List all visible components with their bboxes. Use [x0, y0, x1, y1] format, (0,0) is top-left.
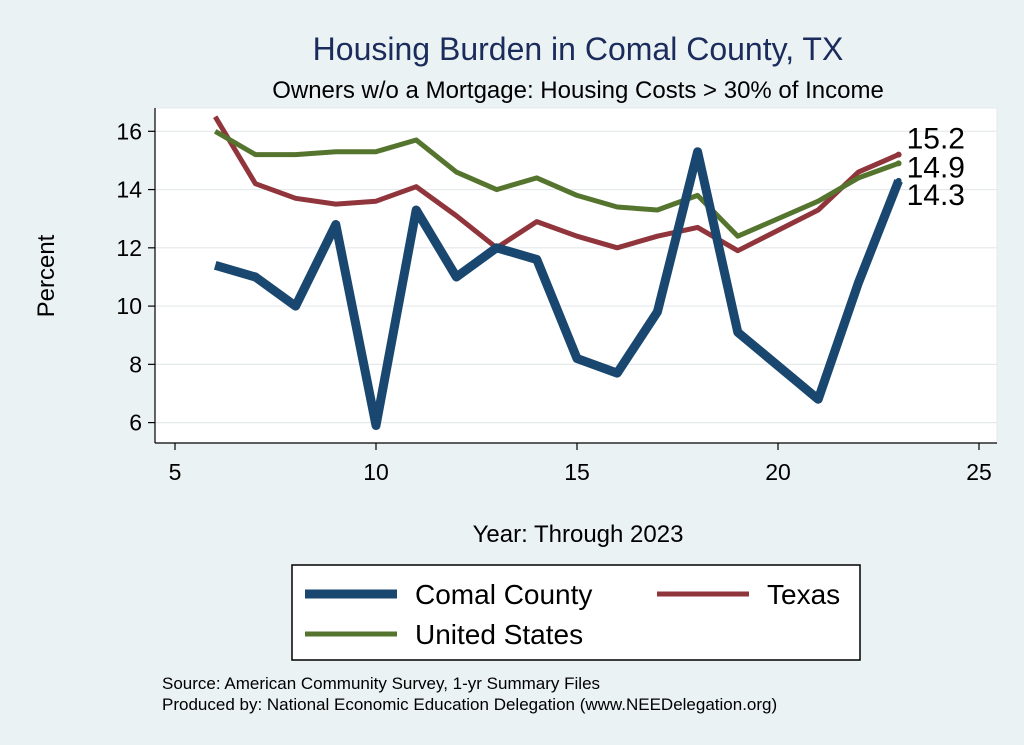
legend-label: Comal County: [415, 579, 592, 610]
legend: Comal County Texas United States: [305, 579, 840, 650]
y-tick-label: 6: [129, 410, 142, 436]
chart-subtitle: Owners w/o a Mortgage: Housing Costs > 3…: [272, 77, 884, 104]
end-value-label: 14.9: [907, 151, 965, 184]
end-point-marker: [895, 151, 902, 158]
end-value-label: 15.2: [907, 123, 965, 156]
x-tick-label: 15: [564, 459, 590, 485]
plot-area: [154, 107, 998, 444]
y-tick-label: 10: [116, 293, 142, 319]
chart-title: Housing Burden in Comal County, TX: [313, 31, 844, 67]
end-point-marker: [895, 160, 902, 167]
series-line: [213, 129, 900, 239]
x-axis-ticks: 5 10 15 20 25: [169, 443, 992, 485]
x-tick-label: 10: [363, 459, 389, 485]
series-line: [213, 147, 903, 430]
end-value-label: 14.3: [907, 179, 965, 212]
y-tick-label: 12: [116, 235, 142, 261]
x-tick-label: 20: [765, 459, 791, 485]
series-lines: [213, 115, 903, 430]
y-axis-ticks: 6 8 10 12 14 16: [116, 118, 155, 436]
y-tick-label: 14: [116, 177, 142, 203]
x-axis-label: Year: Through 2023: [473, 521, 684, 548]
legend-box: [291, 564, 861, 661]
legend-label: Texas: [767, 579, 840, 610]
producer-note: Produced by: National Economic Education…: [162, 695, 777, 714]
axes: [154, 108, 997, 444]
end-labels: 14.3 15.214.9: [895, 123, 965, 212]
source-note: Source: American Community Survey, 1-yr …: [162, 674, 600, 693]
legend-label: United States: [415, 619, 583, 650]
x-tick-label: 5: [169, 459, 182, 485]
y-tick-label: 16: [116, 118, 142, 144]
series-line: [213, 115, 900, 254]
y-tick-label: 8: [129, 351, 142, 377]
y-axis-label: Percent: [33, 234, 60, 317]
end-point-marker: [895, 177, 902, 184]
x-tick-label: 25: [966, 459, 992, 485]
